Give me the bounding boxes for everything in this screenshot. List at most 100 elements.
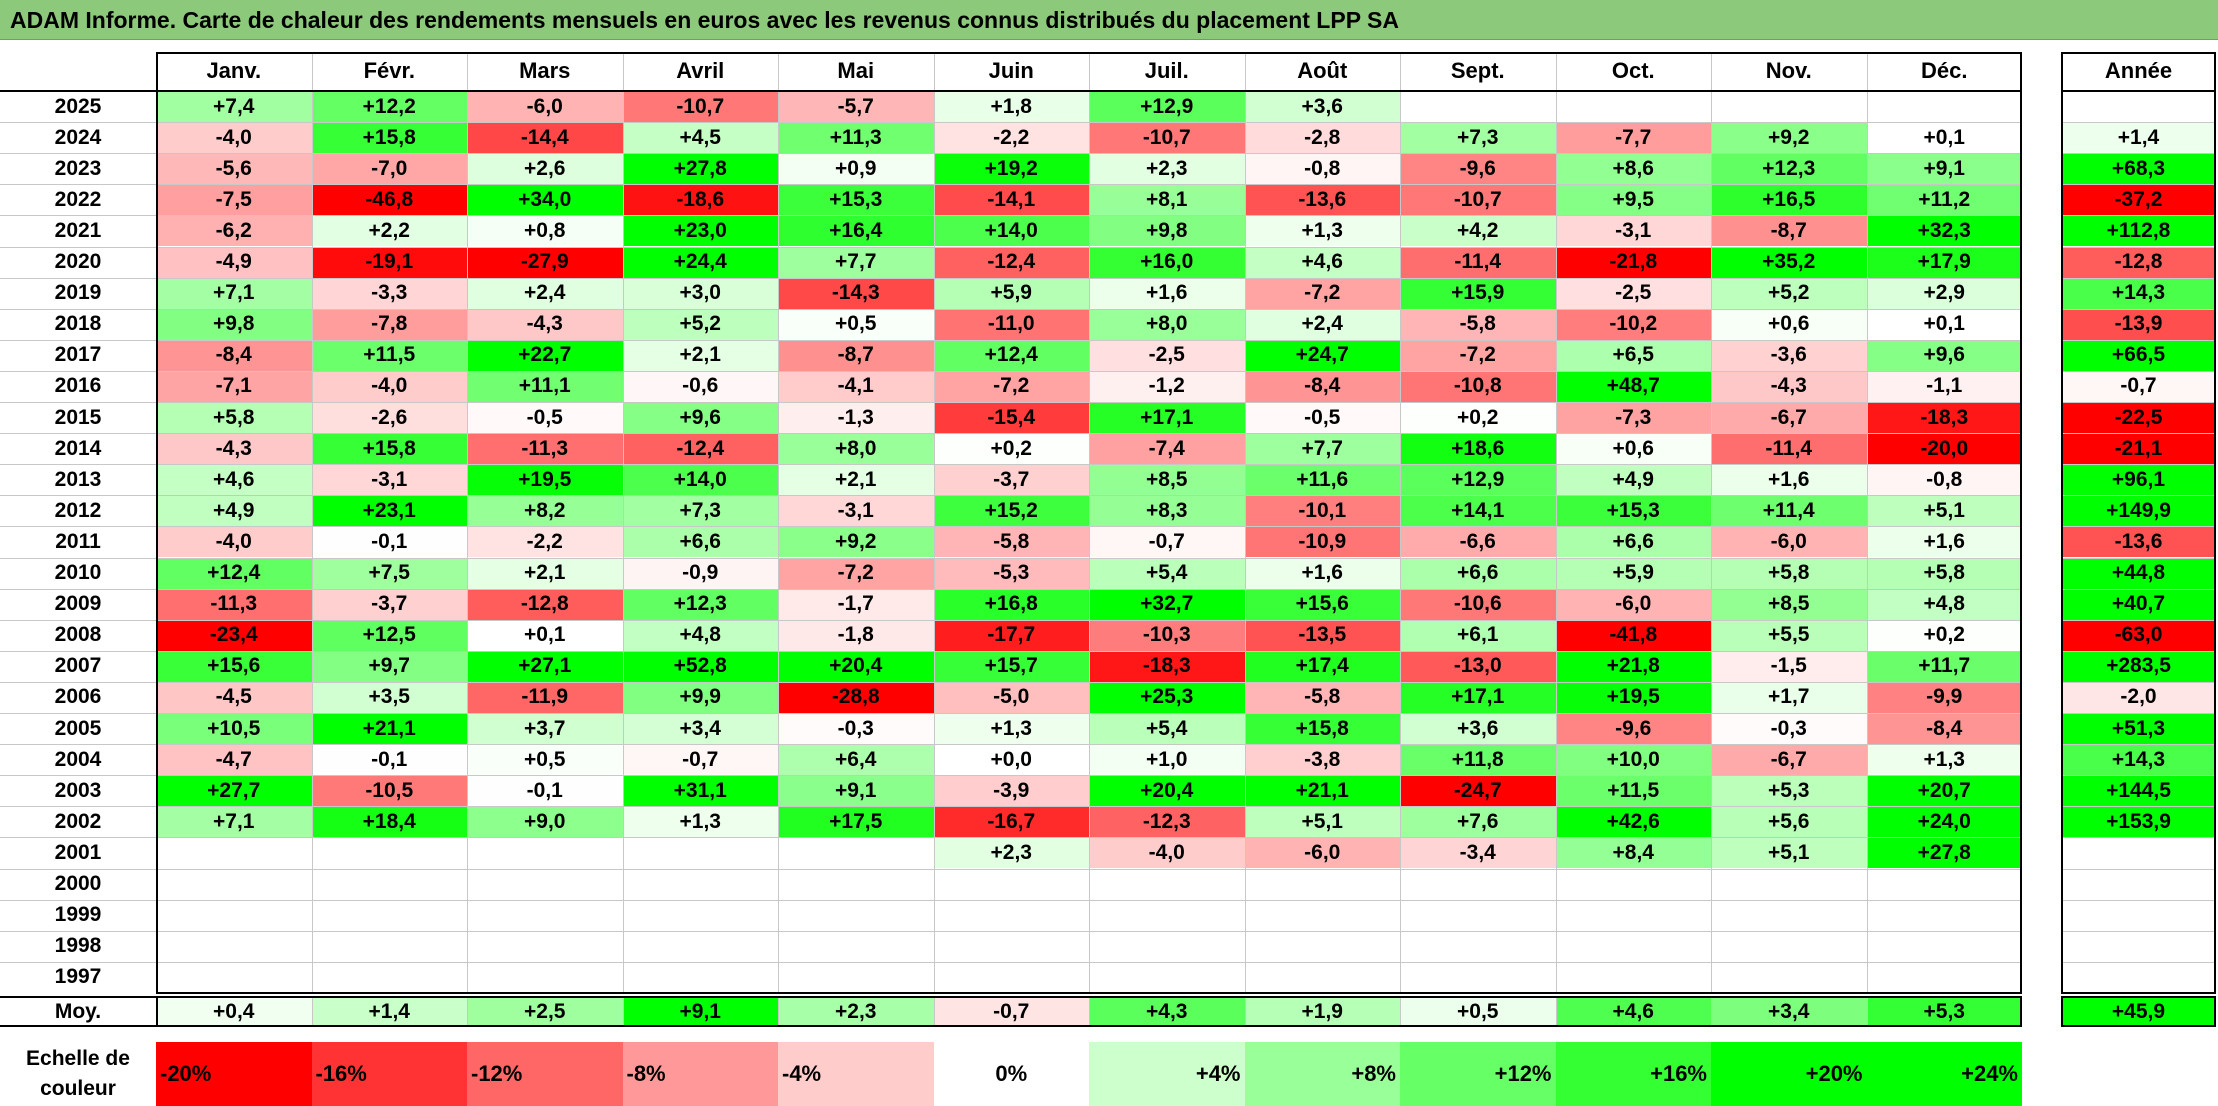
heatmap-cell: +21,1 bbox=[311, 713, 467, 745]
heatmap-cell: +15,3 bbox=[778, 184, 934, 216]
heatmap-cell: +9,5 bbox=[1555, 184, 1711, 216]
heatmap-cell bbox=[1555, 91, 1711, 123]
heatmap-cell: +5,2 bbox=[622, 308, 778, 340]
heatmap-cell: -0,3 bbox=[778, 713, 934, 745]
heatmap-cell: +12,4 bbox=[156, 557, 312, 589]
column-gridline bbox=[622, 52, 624, 993]
heatmap-cell: -12,4 bbox=[622, 433, 778, 465]
heatmap-cell: -11,3 bbox=[156, 588, 312, 620]
row-gridline bbox=[2061, 619, 2216, 621]
average-label-border bbox=[0, 1025, 156, 1027]
heatmap-cell: +14,1 bbox=[1400, 495, 1556, 527]
heatmap-cell: +15,6 bbox=[156, 650, 312, 682]
heatmap-cell: -11,9 bbox=[467, 681, 623, 713]
month-header-6: Juin bbox=[988, 58, 1034, 83]
heatmap-cell: +15,8 bbox=[311, 433, 467, 465]
heatmap-cell bbox=[778, 961, 934, 993]
heatmap-cell: -10,2 bbox=[1555, 308, 1711, 340]
heatmap-cell bbox=[778, 930, 934, 962]
heatmap-cell: +0,5 bbox=[467, 744, 623, 776]
heatmap-cell: +20,4 bbox=[1089, 775, 1245, 807]
heatmap-cell: +0,2 bbox=[933, 433, 1089, 465]
month-header-4: Avril bbox=[676, 58, 725, 83]
row-gridline bbox=[0, 495, 2022, 497]
color-scale-stop: -4% bbox=[778, 1042, 934, 1106]
heatmap-cell: +7,5 bbox=[311, 557, 467, 589]
heatmap-cell: +11,7 bbox=[1866, 650, 2022, 682]
column-gridline bbox=[1244, 52, 1246, 993]
color-scale-stop: 0% bbox=[933, 1042, 1089, 1106]
heatmap-cell: +16,8 bbox=[933, 588, 1089, 620]
heatmap-cell bbox=[622, 961, 778, 993]
heatmap-cell: -9,6 bbox=[1400, 153, 1556, 185]
heatmap-cell: +20,7 bbox=[1866, 775, 2022, 807]
heatmap-cell: -6,0 bbox=[1711, 526, 1867, 558]
heatmap-cell: +11,5 bbox=[311, 339, 467, 371]
heatmap-cell bbox=[1711, 961, 1867, 993]
chart-title: ADAM Informe. Carte de chaleur des rende… bbox=[10, 7, 1399, 33]
heatmap-cell: -0,9 bbox=[622, 557, 778, 589]
average-cell: +5,3 bbox=[1866, 996, 2022, 1027]
row-gridline bbox=[2061, 557, 2216, 559]
heatmap-cell: +4,9 bbox=[1555, 464, 1711, 496]
column-gridline bbox=[1400, 52, 1401, 993]
heatmap-cell: -7,5 bbox=[156, 184, 312, 216]
heatmap-cell: -3,6 bbox=[1711, 339, 1867, 371]
heatmap-cell: -4,3 bbox=[467, 308, 623, 340]
heatmap-cell: -6,2 bbox=[156, 215, 312, 247]
heatmap-cell: -46,8 bbox=[311, 184, 467, 216]
heatmap-cell: -7,4 bbox=[1089, 433, 1245, 465]
heatmap-cell: +6,6 bbox=[622, 526, 778, 558]
heatmap-cell: -27,9 bbox=[467, 246, 623, 278]
heatmap-cell: -7,3 bbox=[1555, 402, 1711, 434]
heatmap-cell: +11,3 bbox=[778, 122, 934, 154]
heatmap-cell bbox=[311, 868, 467, 900]
column-gridline bbox=[933, 52, 935, 993]
month-header-3: Mars bbox=[519, 58, 571, 83]
heatmap-cell: +8,5 bbox=[1089, 464, 1245, 496]
heatmap-cell: -8,4 bbox=[1866, 713, 2022, 745]
heatmap-cell: -1,8 bbox=[778, 619, 934, 651]
heatmap-cell: -0,6 bbox=[622, 370, 778, 402]
heatmap-cell: +8,5 bbox=[1711, 588, 1867, 620]
heatmap-cell bbox=[1089, 899, 1245, 931]
heatmap-cell: -1,1 bbox=[1866, 370, 2022, 402]
heatmap-cell: +11,6 bbox=[1244, 464, 1400, 496]
row-gridline bbox=[0, 433, 2022, 435]
heatmap-cell: +22,7 bbox=[467, 339, 623, 371]
color-scale-stop: -8% bbox=[622, 1042, 778, 1106]
average-label-border bbox=[0, 996, 156, 998]
row-gridline bbox=[0, 713, 2022, 714]
year-label: 2021 bbox=[54, 218, 102, 242]
heatmap-cell: -8,7 bbox=[778, 339, 934, 371]
heatmap-cell: +24,7 bbox=[1244, 339, 1400, 371]
heatmap-cell: -16,7 bbox=[933, 806, 1089, 838]
heatmap-cell: -0,7 bbox=[1089, 526, 1245, 558]
heatmap-cell: +5,4 bbox=[1089, 557, 1245, 589]
row-gridline bbox=[0, 370, 2022, 372]
year-label: 2022 bbox=[54, 187, 102, 211]
heatmap-cell: +5,9 bbox=[1555, 557, 1711, 589]
annual-cell: +149,9 bbox=[2061, 495, 2216, 527]
row-gridline bbox=[0, 215, 2022, 217]
heatmap-cell bbox=[156, 930, 312, 962]
heatmap-cell: -9,9 bbox=[1866, 681, 2022, 713]
heatmap-cell: -4,0 bbox=[156, 122, 312, 154]
annual-cell bbox=[2061, 837, 2216, 869]
year-label: 2017 bbox=[54, 343, 102, 367]
year-label: 2019 bbox=[54, 281, 102, 305]
heatmap-cell: -3,8 bbox=[1244, 744, 1400, 776]
heatmap-cell: -0,5 bbox=[1244, 402, 1400, 434]
heatmap-cell: +24,4 bbox=[622, 246, 778, 278]
annual-header: Année bbox=[2104, 58, 2173, 83]
heatmap-cell: -10,7 bbox=[622, 91, 778, 123]
heatmap-cell: -4,7 bbox=[156, 744, 312, 776]
heatmap-cell: -10,9 bbox=[1244, 526, 1400, 558]
heatmap-cell: -2,2 bbox=[467, 526, 623, 558]
heatmap-cell: -6,0 bbox=[1555, 588, 1711, 620]
heatmap-cell bbox=[311, 837, 467, 869]
heatmap-cell: -0,1 bbox=[311, 744, 467, 776]
column-gridline bbox=[622, 996, 624, 1027]
heatmap-cell: -0,5 bbox=[467, 402, 623, 434]
row-gridline bbox=[2061, 433, 2216, 435]
